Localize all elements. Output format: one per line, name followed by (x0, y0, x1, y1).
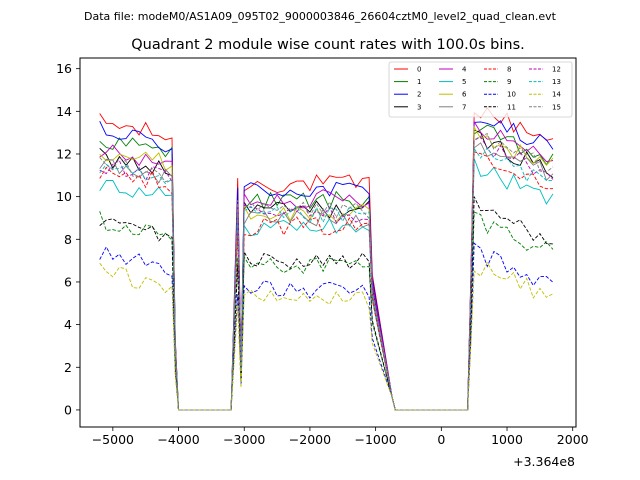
y-tick-label: 12 (56, 146, 72, 161)
x-tick-label: 0 (437, 432, 445, 447)
series-line-6 (99, 125, 554, 411)
plot-frame (79, 57, 577, 428)
y-tick-label: 0 (64, 402, 72, 417)
series-line-7 (99, 142, 554, 411)
legend-label-5: 5 (462, 78, 466, 86)
x-tick-label: −4000 (157, 432, 199, 447)
legend-label-15: 15 (552, 103, 561, 111)
y-tick-label: 6 (64, 274, 72, 289)
series-line-11 (99, 196, 554, 411)
series-line-5 (99, 158, 554, 411)
x-tick-label: −1000 (354, 432, 396, 447)
legend-label-14: 14 (552, 91, 561, 99)
series-line-4 (99, 120, 554, 411)
x-tick-label: 1000 (491, 432, 523, 447)
legend-label-3: 3 (417, 103, 421, 111)
series-line-15 (99, 133, 554, 411)
legend-label-12: 12 (552, 66, 561, 74)
y-tick-label: 14 (56, 104, 72, 119)
legend-label-0: 0 (417, 66, 421, 74)
x-axis: −5000 −4000 −3000 −2000 −1000 0 1000 2000 (92, 427, 589, 447)
y-axis: 0 2 4 6 8 10 12 14 16 (56, 61, 80, 417)
series-line-9 (99, 211, 554, 411)
y-tick-label: 8 (64, 232, 72, 247)
legend-label-11: 11 (507, 103, 516, 111)
legend-label-4: 4 (462, 66, 467, 74)
series-line-13 (99, 146, 554, 411)
legend-frame (388, 61, 573, 118)
legend-label-13: 13 (552, 78, 561, 86)
y-tick-label: 10 (56, 189, 72, 204)
series-line-14 (99, 261, 554, 411)
chart-suptitle: Data file: modeM0/AS1A09_095T02_90000038… (84, 10, 557, 23)
x-tick-label: −3000 (223, 432, 265, 447)
series-layer (99, 107, 554, 411)
y-tick-label: 2 (64, 360, 72, 375)
legend-label-9: 9 (507, 78, 511, 86)
x-tick-label: −5000 (92, 432, 134, 447)
legend-label-8: 8 (507, 66, 511, 74)
x-tick-label: −2000 (289, 432, 331, 447)
x-offset-label: +3.364e8 (513, 454, 575, 469)
legend-label-1: 1 (417, 78, 421, 86)
series-line-12 (99, 136, 554, 411)
y-tick-label: 4 (64, 317, 72, 332)
legend-label-6: 6 (462, 91, 467, 99)
y-tick-label: 16 (56, 61, 72, 76)
x-tick-label: 2000 (557, 432, 589, 447)
legend-label-10: 10 (507, 91, 516, 99)
legend-label-2: 2 (417, 91, 421, 99)
chart-title: Quadrant 2 module wise count rates with … (131, 37, 525, 53)
legend-label-7: 7 (462, 103, 466, 111)
